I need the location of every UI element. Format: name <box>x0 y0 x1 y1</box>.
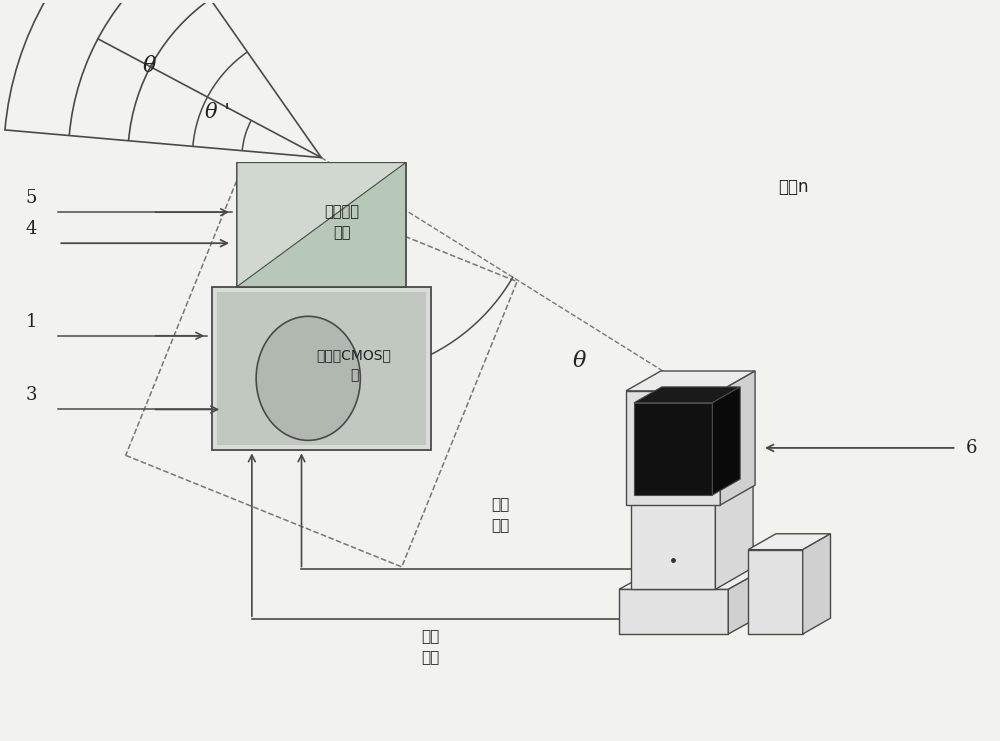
Polygon shape <box>634 403 712 495</box>
Polygon shape <box>748 550 803 634</box>
Text: 4: 4 <box>26 220 37 239</box>
Polygon shape <box>631 399 753 421</box>
Polygon shape <box>728 565 773 634</box>
Polygon shape <box>626 371 755 391</box>
Text: 科学级CMOS相
机: 科学级CMOS相 机 <box>317 348 392 382</box>
Polygon shape <box>619 565 773 589</box>
Text: θ: θ <box>573 350 586 372</box>
Text: θ ': θ ' <box>205 103 230 122</box>
Text: 6: 6 <box>966 439 977 457</box>
Polygon shape <box>631 421 715 589</box>
Polygon shape <box>715 399 753 589</box>
Polygon shape <box>748 534 831 550</box>
Polygon shape <box>237 162 406 287</box>
Text: 数据
传输: 数据 传输 <box>491 497 509 533</box>
Text: 转速n: 转速n <box>778 179 808 196</box>
Text: 相机
供电: 相机 供电 <box>421 629 440 665</box>
Text: 3: 3 <box>26 387 37 405</box>
Polygon shape <box>803 534 831 634</box>
Polygon shape <box>634 387 740 403</box>
Ellipse shape <box>256 316 360 440</box>
Polygon shape <box>619 589 728 634</box>
Text: θ: θ <box>143 55 156 77</box>
Text: 5: 5 <box>26 189 37 207</box>
Bar <box>237 162 406 287</box>
Bar <box>217 292 426 445</box>
Text: 1: 1 <box>26 313 37 330</box>
Text: 自动对焦
镁头: 自动对焦 镁头 <box>324 204 359 240</box>
Polygon shape <box>720 371 755 505</box>
Bar <box>212 287 431 451</box>
Polygon shape <box>712 387 740 495</box>
Polygon shape <box>626 391 720 505</box>
